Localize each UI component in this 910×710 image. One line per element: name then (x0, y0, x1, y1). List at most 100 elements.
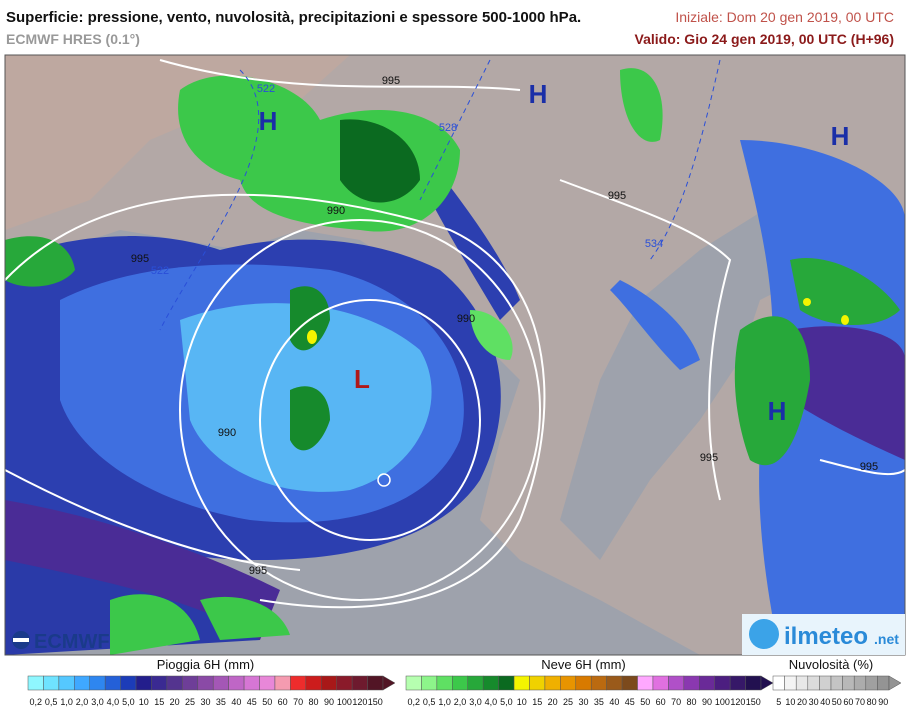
isobar-label: 995 (860, 461, 878, 473)
legend-swatch (819, 675, 832, 691)
legend-swatch (89, 675, 106, 691)
legend-swatch (58, 675, 75, 691)
legend-swatch (621, 675, 638, 691)
legend-swatch (74, 675, 90, 691)
legend-label: 3,0 (469, 697, 482, 707)
legend-label: 150 (368, 697, 383, 707)
legend-label: 15 (532, 697, 542, 707)
legend-swatch (43, 675, 60, 691)
legend-label: 80 (687, 697, 697, 707)
legend-swatch (436, 675, 453, 691)
logo-suffix: .net (874, 631, 899, 647)
legend-swatch (795, 675, 809, 691)
legend-swatch (104, 675, 121, 691)
legend-swatch (212, 675, 229, 691)
legend-swatch (274, 675, 291, 691)
legend-swatch (772, 675, 785, 691)
legend-swatch (590, 675, 607, 691)
legend-swatch (668, 675, 685, 691)
thickness-label: 528 (439, 122, 457, 134)
legend-label: 20 (548, 697, 558, 707)
high-pressure: H (529, 79, 548, 109)
legend-swatch (228, 675, 245, 691)
legend-arrow (382, 675, 396, 691)
legend-swatch (842, 675, 855, 691)
legend-title: Pioggia 6H (mm) (157, 657, 255, 672)
legend-label: 5 (776, 697, 781, 707)
model: ECMWF HRES (0.1°) (6, 31, 140, 47)
legend-label: 4,0 (485, 697, 498, 707)
legend-label: 2,0 (76, 697, 89, 707)
legend-label: 70 (293, 697, 303, 707)
thickness-label: 522 (151, 265, 169, 277)
legend-label: 5,0 (500, 697, 513, 707)
legend-label: 1,0 (60, 697, 73, 707)
legend-label: 50 (832, 697, 842, 707)
legend-label: 150 (746, 697, 761, 707)
legend-swatch (560, 675, 577, 691)
legend-label: 40 (820, 697, 830, 707)
isobar-label: 995 (382, 75, 400, 87)
legend-swatch (853, 675, 867, 691)
legend-label: 0,2 (29, 697, 42, 707)
legend-label: 20 (797, 697, 807, 707)
map: H H H H L 995 990 995 990 995 990 995 99… (4, 54, 906, 656)
legend-label: 60 (843, 697, 853, 707)
high-pressure: H (768, 396, 787, 426)
legend-swatch (877, 675, 890, 691)
legend-swatch (259, 675, 276, 691)
title: Superficie: pressione, vento, nuvolosità… (6, 9, 581, 26)
legend-label: 15 (154, 697, 164, 707)
legend-swatch (830, 675, 843, 691)
legend-swatch (421, 675, 438, 691)
legend-label: 45 (247, 697, 257, 707)
legend-swatch (290, 675, 307, 691)
legend-arrow (760, 675, 774, 691)
legend-swatch (182, 675, 199, 691)
legend-label: 70 (855, 697, 865, 707)
legend-swatch (135, 675, 152, 691)
legend-label: 30 (578, 697, 588, 707)
isobar-label: 995 (700, 452, 718, 464)
legend-label: 1,0 (438, 697, 451, 707)
legend-label: 50 (640, 697, 650, 707)
legend-label: 35 (216, 697, 226, 707)
legend-swatch (336, 675, 353, 691)
isobar-label: 990 (218, 427, 236, 439)
legend-label: 120 (730, 697, 745, 707)
legend-label: 30 (200, 697, 210, 707)
legend-swatch (351, 675, 368, 691)
legend-label: 25 (185, 697, 195, 707)
legend-label: 100 (715, 697, 730, 707)
legend-label: 80 (309, 697, 319, 707)
legend-swatch (197, 675, 214, 691)
legend-label: 4,0 (107, 697, 120, 707)
legend-label: 70 (671, 697, 681, 707)
legend-label: 80 (867, 697, 877, 707)
legend-swatch (683, 675, 700, 691)
legend-label: 0,5 (423, 697, 436, 707)
legend-label: 30 (809, 697, 819, 707)
legend-arrow (888, 675, 902, 691)
legend-title: Neve 6H (mm) (541, 657, 626, 672)
legend-title: Nuvolosità (%) (789, 657, 874, 672)
legend-swatch (151, 675, 168, 691)
legend-label: 45 (625, 697, 635, 707)
legend-swatch (575, 675, 592, 691)
high-pressure: H (259, 106, 278, 136)
thickness-label: 534 (645, 238, 663, 250)
legend-swatch (321, 675, 337, 691)
legend-swatch (544, 675, 561, 691)
isobar-label: 995 (249, 565, 267, 577)
legend-swatch (305, 675, 322, 691)
legend-label: 35 (594, 697, 604, 707)
legend-swatch (513, 675, 530, 691)
legend-swatch (865, 675, 878, 691)
legend-label: 100 (337, 697, 352, 707)
isobar-label: 990 (457, 313, 475, 325)
legend-swatch (807, 675, 820, 691)
isobar-label: 990 (327, 205, 345, 217)
legend-swatch (652, 675, 669, 691)
